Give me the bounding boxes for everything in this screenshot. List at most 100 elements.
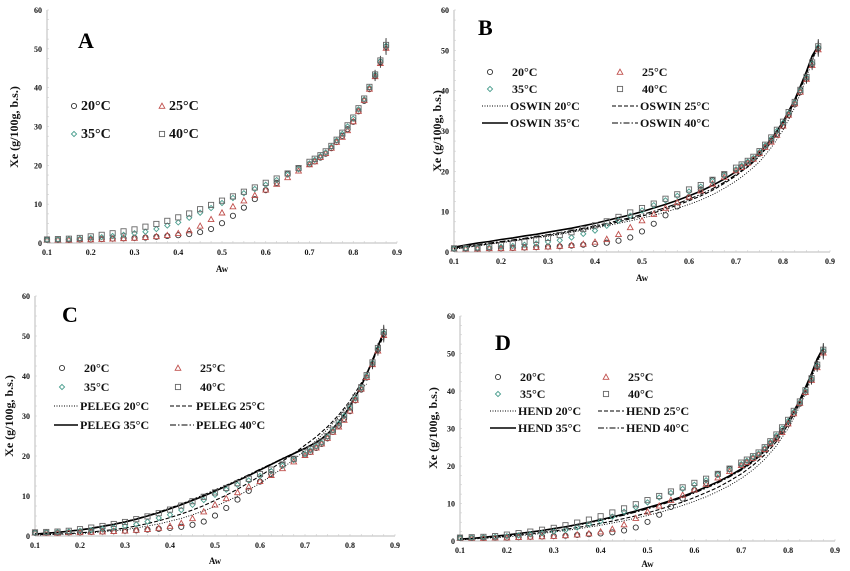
legend-marker <box>486 85 494 93</box>
data-point <box>574 519 581 526</box>
data-point <box>245 483 253 490</box>
data-point <box>355 106 362 113</box>
data-point <box>197 229 204 236</box>
data-point <box>166 506 174 513</box>
data-point <box>685 188 693 195</box>
data-point <box>322 149 329 156</box>
data-point <box>240 188 247 195</box>
x-tick-label: 0.5 <box>637 257 647 266</box>
data-point <box>761 142 769 149</box>
y-tick-label: 60 <box>441 6 449 15</box>
data-point <box>358 384 365 392</box>
y-tick-label: 60 <box>447 312 455 321</box>
data-point <box>638 216 646 224</box>
data-point <box>240 190 248 197</box>
data-point <box>797 87 804 94</box>
x-tick-label: 0.8 <box>348 248 358 257</box>
x-tick-label: 0.6 <box>684 257 694 266</box>
x-tick-label: 0.3 <box>130 248 140 257</box>
data-point <box>790 408 797 416</box>
model-line-peleg-40-c <box>34 330 385 535</box>
legend-label: 20°C <box>512 65 537 79</box>
x-axis-label: Aw <box>216 264 229 274</box>
data-point <box>509 242 516 250</box>
data-point <box>363 372 370 379</box>
data-point <box>166 522 174 529</box>
data-point <box>597 517 604 525</box>
data-point <box>709 176 716 183</box>
data-point <box>164 217 171 224</box>
data-point <box>697 183 704 190</box>
data-point <box>767 138 775 145</box>
data-point <box>188 514 197 522</box>
data-point <box>245 487 252 494</box>
data-point <box>778 425 786 432</box>
y-tick-label: 30 <box>441 127 449 136</box>
data-point <box>350 114 357 121</box>
data-point <box>233 488 242 496</box>
data-point <box>638 204 646 212</box>
data-point <box>568 229 575 236</box>
data-point <box>317 152 324 159</box>
data-point <box>585 531 592 538</box>
data-point <box>708 180 717 187</box>
data-point <box>121 527 129 534</box>
legend-label: OSWIN 40°C <box>640 116 710 130</box>
y-tick-label: 0 <box>445 248 449 257</box>
data-point <box>562 526 569 534</box>
data-point <box>383 41 390 48</box>
data-point <box>632 504 640 511</box>
data-point <box>784 417 792 425</box>
data-point <box>340 412 348 420</box>
data-point <box>779 121 787 129</box>
data-point <box>679 491 687 498</box>
data-point <box>109 234 117 242</box>
data-point <box>251 191 259 198</box>
legend: 20°C 25°C 35°C 40°C OSWIN 20°C OSWIN 25°C OSWI… <box>482 65 710 130</box>
y-tick-label: 40 <box>441 87 449 96</box>
legend-label: PELEG 40°C <box>196 418 265 432</box>
data-point <box>307 446 314 453</box>
data-point <box>779 118 787 125</box>
data-point <box>785 110 792 117</box>
x-tick-label: 0.3 <box>120 541 130 550</box>
data-point <box>43 236 51 243</box>
data-point <box>318 438 325 445</box>
data-point <box>796 398 803 405</box>
data-point <box>749 453 757 460</box>
data-point <box>761 444 768 451</box>
data-point <box>218 208 226 216</box>
data-point <box>785 108 792 116</box>
data-point <box>333 136 340 143</box>
data-point <box>755 449 762 456</box>
data-point <box>579 240 587 247</box>
data-point <box>778 428 786 435</box>
data-point <box>768 137 775 144</box>
data-point <box>809 59 816 66</box>
data-point <box>267 471 275 478</box>
legend-label: HEND 40°C <box>626 421 689 435</box>
data-point <box>632 514 640 521</box>
data-point <box>756 148 763 156</box>
data-point <box>814 361 821 368</box>
data-point <box>153 225 160 233</box>
data-point <box>714 470 721 477</box>
data-point <box>661 204 670 211</box>
data-point <box>273 176 280 184</box>
data-point <box>218 220 226 227</box>
data-point <box>341 415 348 422</box>
data-point <box>335 422 342 429</box>
legend-label: 20°C <box>84 361 109 375</box>
data-point <box>155 524 163 531</box>
data-point <box>131 226 138 233</box>
data-point <box>614 230 623 237</box>
data-point <box>773 127 781 135</box>
data-point <box>580 230 587 238</box>
data-point <box>615 237 622 244</box>
data-point <box>208 201 215 208</box>
data-point <box>655 494 663 501</box>
data-point <box>603 239 610 246</box>
data-point <box>674 203 681 210</box>
data-point <box>186 231 193 238</box>
data-point <box>802 387 809 395</box>
